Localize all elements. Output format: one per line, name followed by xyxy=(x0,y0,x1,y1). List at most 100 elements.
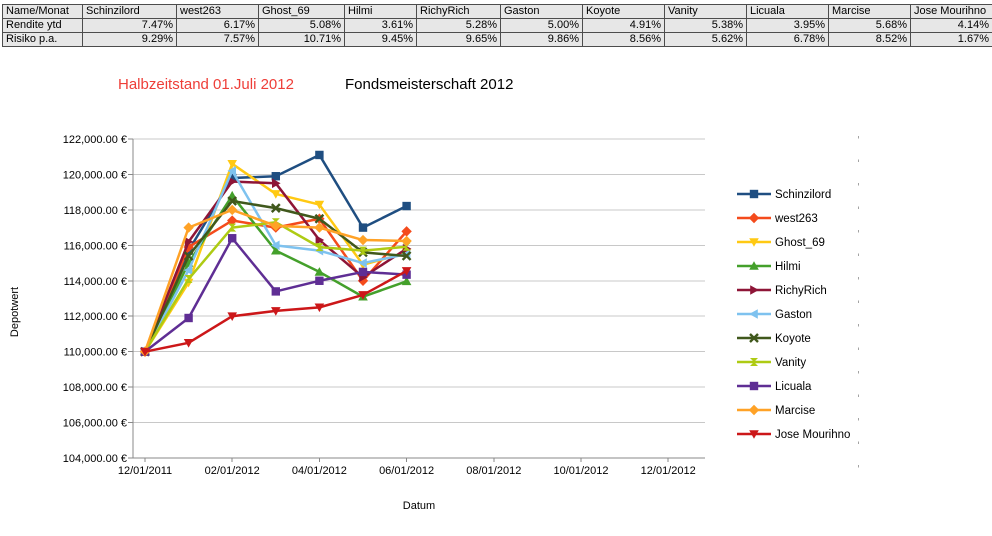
series-vanity[interactable] xyxy=(141,218,411,356)
table-cell[interactable]: 9.65% xyxy=(416,32,501,47)
column-header[interactable]: Hilmi xyxy=(344,4,417,19)
table-cell[interactable]: 3.95% xyxy=(746,18,829,33)
data-point-marker xyxy=(227,312,237,322)
table-cell[interactable]: 1.67% xyxy=(910,32,992,47)
svg-text:120,000.00 €: 120,000.00 € xyxy=(63,169,127,181)
legend-item-koyote[interactable]: Koyote xyxy=(737,333,811,345)
table-row: Rendite ytd 7.47% 6.17% 5.08% 3.61% 5.28% 5.00… xyxy=(2,18,992,33)
table-cell[interactable]: 7.57% xyxy=(176,32,259,47)
x-axis-title: Datum xyxy=(403,500,435,512)
svg-text:116,000.00 €: 116,000.00 € xyxy=(64,240,127,252)
data-point-marker xyxy=(402,201,411,211)
data-point-marker xyxy=(750,358,758,366)
svg-text:12/01/2011: 12/01/2011 xyxy=(118,465,172,477)
corner-header[interactable]: Name/Monat xyxy=(2,4,83,19)
svg-text:112,000.00 €: 112,000.00 € xyxy=(64,311,127,323)
data-point-marker xyxy=(227,204,238,216)
legend-label: Vanity xyxy=(775,357,806,369)
legend-item-richyrich[interactable]: RichyRich xyxy=(737,285,827,297)
svg-text:104,000.00 €: 104,000.00 € xyxy=(63,453,127,465)
table-cell[interactable]: 3.61% xyxy=(344,18,417,33)
data-point-marker xyxy=(314,200,325,210)
data-point-marker xyxy=(315,276,324,285)
legend-label: Jose Mourihno xyxy=(775,429,850,441)
table-cell[interactable]: 4.14% xyxy=(910,18,992,33)
data-point-marker xyxy=(358,223,368,232)
table-cell[interactable]: 6.17% xyxy=(176,18,259,33)
row-label[interactable]: Risiko p.a. xyxy=(2,32,83,47)
data-point-marker xyxy=(271,287,280,296)
svg-text:118,000.00 €: 118,000.00 € xyxy=(64,205,127,217)
legend-item-ghost_69[interactable]: Ghost_69 xyxy=(737,237,825,249)
table-cell[interactable]: 5.68% xyxy=(828,18,911,33)
data-point-marker xyxy=(749,430,759,439)
data-point-marker xyxy=(183,265,193,275)
halftime-subtitle: Halbzeitstand 01.Juli 2012 xyxy=(118,76,294,93)
legend-item-schinzilord[interactable]: Schinzilord xyxy=(737,189,831,201)
data-point-marker xyxy=(748,404,760,416)
data-point-marker xyxy=(401,226,412,237)
data-point-marker xyxy=(271,190,281,199)
data-point-marker xyxy=(401,251,412,261)
data-point-marker xyxy=(314,303,325,313)
data-point-marker xyxy=(227,215,238,226)
legend-item-west263[interactable]: west263 xyxy=(737,212,818,225)
column-header[interactable]: Gaston xyxy=(500,4,583,19)
y-axis-tick-labels: 104,000.00 € 106,000.00 € 108,000.00 € 110,… xyxy=(63,134,127,465)
legend-item-hilmi[interactable]: Hilmi xyxy=(737,261,801,273)
data-point-marker xyxy=(314,222,325,233)
data-point-marker xyxy=(271,172,280,181)
legend-label: Schinzilord xyxy=(775,189,831,201)
table-cell[interactable]: 4.91% xyxy=(582,18,665,33)
legend-item-marcise[interactable]: Marcise xyxy=(737,404,815,417)
svg-text:04/01/2012: 04/01/2012 xyxy=(292,465,347,477)
table-cell[interactable]: 5.08% xyxy=(258,18,345,33)
table-cell[interactable]: 5.62% xyxy=(664,32,747,47)
svg-text:06/01/2012: 06/01/2012 xyxy=(379,465,434,477)
table-cell[interactable]: 5.38% xyxy=(664,18,747,33)
legend-item-vanity[interactable]: Vanity xyxy=(737,357,806,369)
svg-text:110,000.00 €: 110,000.00 € xyxy=(64,347,127,359)
table-cell[interactable]: 7.47% xyxy=(82,18,177,33)
table-cell[interactable]: 9.45% xyxy=(344,32,417,47)
legend-item-jose-mourihno[interactable]: Jose Mourihno xyxy=(737,429,850,441)
column-header[interactable]: Jose Mourihno xyxy=(910,4,992,19)
data-point-marker xyxy=(140,347,150,357)
legend-item-gaston[interactable]: Gaston xyxy=(737,309,812,321)
legend-item-licuala[interactable]: Licuala xyxy=(737,381,812,393)
table-cell[interactable]: 9.86% xyxy=(500,32,583,47)
data-point-marker xyxy=(401,235,412,247)
table-cell[interactable]: 5.28% xyxy=(416,18,501,33)
data-point-marker xyxy=(183,339,194,348)
column-header[interactable]: Marcise xyxy=(828,4,911,19)
series-jose-mourihno[interactable] xyxy=(140,267,412,357)
table-header-row: Name/Monat Schinzilord west263 Ghost_69 Hilm… xyxy=(2,4,992,19)
row-label[interactable]: Rendite ytd xyxy=(2,18,83,33)
column-header[interactable]: Koyote xyxy=(582,4,665,19)
data-point-marker xyxy=(271,307,281,316)
axes xyxy=(128,138,705,462)
y-axis-title: Depotwert xyxy=(9,287,21,337)
column-header[interactable]: Vanity xyxy=(664,4,747,19)
column-header[interactable]: RichyRich xyxy=(416,4,501,19)
table-cell[interactable]: 10.71% xyxy=(258,32,345,47)
table-cell[interactable]: 6.78% xyxy=(746,32,829,47)
data-point-marker xyxy=(358,267,368,277)
data-point-marker xyxy=(228,234,237,243)
table-cell[interactable]: 9.29% xyxy=(82,32,177,47)
data-point-marker xyxy=(184,313,193,323)
stats-table: Name/Monat Schinzilord west263 Ghost_69 Hilm… xyxy=(2,4,992,47)
data-point-marker xyxy=(315,235,325,245)
data-point-marker xyxy=(401,276,412,286)
column-header[interactable]: Ghost_69 xyxy=(258,4,345,19)
data-point-marker xyxy=(183,251,194,261)
column-header[interactable]: west263 xyxy=(176,4,259,19)
table-cell[interactable]: 5.00% xyxy=(500,18,583,33)
data-point-marker xyxy=(184,236,194,247)
table-cell[interactable]: 8.52% xyxy=(828,32,911,47)
column-header[interactable]: Schinzilord xyxy=(82,4,177,19)
legend-label: Hilmi xyxy=(775,261,801,273)
depot-line-chart[interactable]: 104,000.00 € 106,000.00 € 108,000.00 € 110,… xyxy=(0,126,992,536)
column-header[interactable]: Licuala xyxy=(746,4,829,19)
table-cell[interactable]: 8.56% xyxy=(582,32,665,47)
